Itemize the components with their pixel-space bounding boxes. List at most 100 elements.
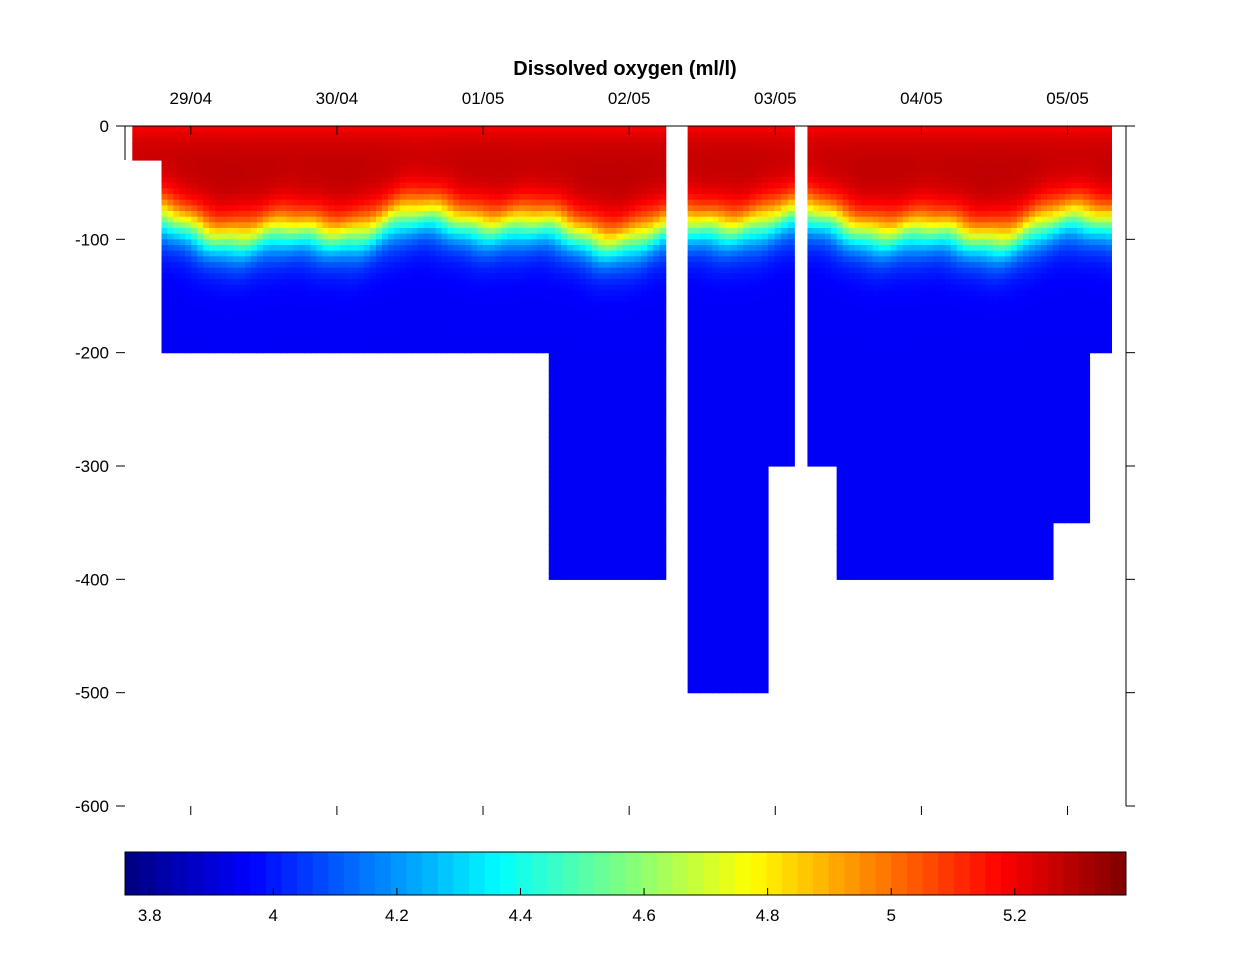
data-cell [501, 262, 508, 269]
data-cell [328, 228, 335, 235]
data-cell [610, 256, 618, 263]
data-cell [718, 369, 726, 376]
data-cell [423, 330, 431, 337]
data-cell [221, 171, 228, 178]
data-cell [411, 199, 419, 206]
data-cell [268, 273, 276, 280]
data-cell [471, 324, 478, 331]
data-cell [604, 573, 611, 580]
data-cell [423, 154, 431, 161]
data-cell [712, 511, 720, 518]
data-cell [441, 199, 449, 206]
data-cell [554, 534, 562, 541]
data-cell [524, 324, 532, 331]
data-cell [561, 267, 568, 274]
data-cell [316, 126, 323, 133]
data-cell [233, 307, 240, 314]
data-cell [161, 341, 169, 348]
data-cell [699, 556, 707, 563]
data-cell [554, 386, 562, 393]
data-cell [465, 335, 472, 342]
data-cell [340, 239, 347, 246]
data-cell [268, 267, 276, 274]
data-cell [561, 403, 568, 410]
data-cell [393, 262, 401, 269]
data-cell [699, 318, 707, 325]
data-cell [393, 307, 401, 314]
data-cell [250, 233, 258, 240]
data-cell [233, 239, 240, 246]
data-cell [387, 126, 395, 133]
data-cell [304, 177, 312, 184]
data-cell [483, 330, 490, 337]
data-cell [699, 528, 707, 535]
data-cell [693, 624, 701, 631]
data-cell [604, 177, 611, 184]
data-cell [489, 233, 496, 240]
data-cell [724, 216, 732, 223]
data-cell [554, 296, 562, 303]
data-cell [138, 137, 145, 144]
data-cell [724, 630, 732, 637]
data-cell [706, 228, 713, 235]
data-cell [495, 199, 502, 206]
data-cell [280, 313, 288, 320]
data-cell [518, 335, 526, 342]
data-cell [634, 296, 642, 303]
data-cell [616, 477, 624, 484]
data-cell [712, 551, 720, 558]
data-cell [699, 211, 707, 218]
data-cell [352, 284, 359, 291]
data-cell [262, 296, 270, 303]
data-cell [622, 352, 630, 359]
data-cell [724, 568, 732, 575]
data-cell [730, 262, 738, 269]
data-cell [706, 284, 713, 291]
data-cell [405, 341, 413, 348]
data-cell [197, 188, 204, 195]
data-cell [693, 488, 701, 495]
data-cell [616, 568, 624, 575]
data-cell [340, 313, 347, 320]
data-cell [653, 239, 661, 246]
data-cell [585, 386, 593, 393]
data-cell [489, 126, 496, 133]
data-cell [724, 165, 732, 172]
data-cell [495, 267, 502, 274]
data-cell [328, 182, 335, 189]
data-cell [737, 296, 744, 303]
data-cell [634, 137, 642, 144]
data-cell [489, 199, 496, 206]
data-cell [149, 148, 157, 155]
data-cell [634, 471, 642, 478]
data-cell [653, 318, 661, 325]
data-cell [542, 199, 550, 206]
data-cell [405, 177, 413, 184]
data-cell [501, 154, 508, 161]
data-cell [405, 250, 413, 257]
data-cell [483, 290, 490, 297]
data-cell [250, 296, 258, 303]
data-cell [268, 301, 276, 308]
data-cell [441, 273, 449, 280]
data-cell [554, 392, 562, 399]
data-cell [718, 245, 726, 252]
data-cell [659, 148, 667, 155]
data-cell [381, 177, 389, 184]
data-cell [659, 216, 667, 223]
data-cell [598, 313, 605, 320]
data-cell [370, 216, 377, 223]
data-cell [274, 222, 282, 229]
data-cell [718, 534, 726, 541]
data-cell [604, 556, 611, 563]
data-cell [262, 143, 270, 150]
data-cell [598, 284, 605, 291]
data-cell [417, 301, 425, 308]
data-cell [316, 245, 323, 252]
data-cell [693, 154, 701, 161]
data-cell [244, 250, 252, 257]
data-cell [567, 177, 574, 184]
data-cell [423, 279, 431, 286]
data-cell [233, 313, 240, 320]
data-cell [316, 211, 323, 218]
